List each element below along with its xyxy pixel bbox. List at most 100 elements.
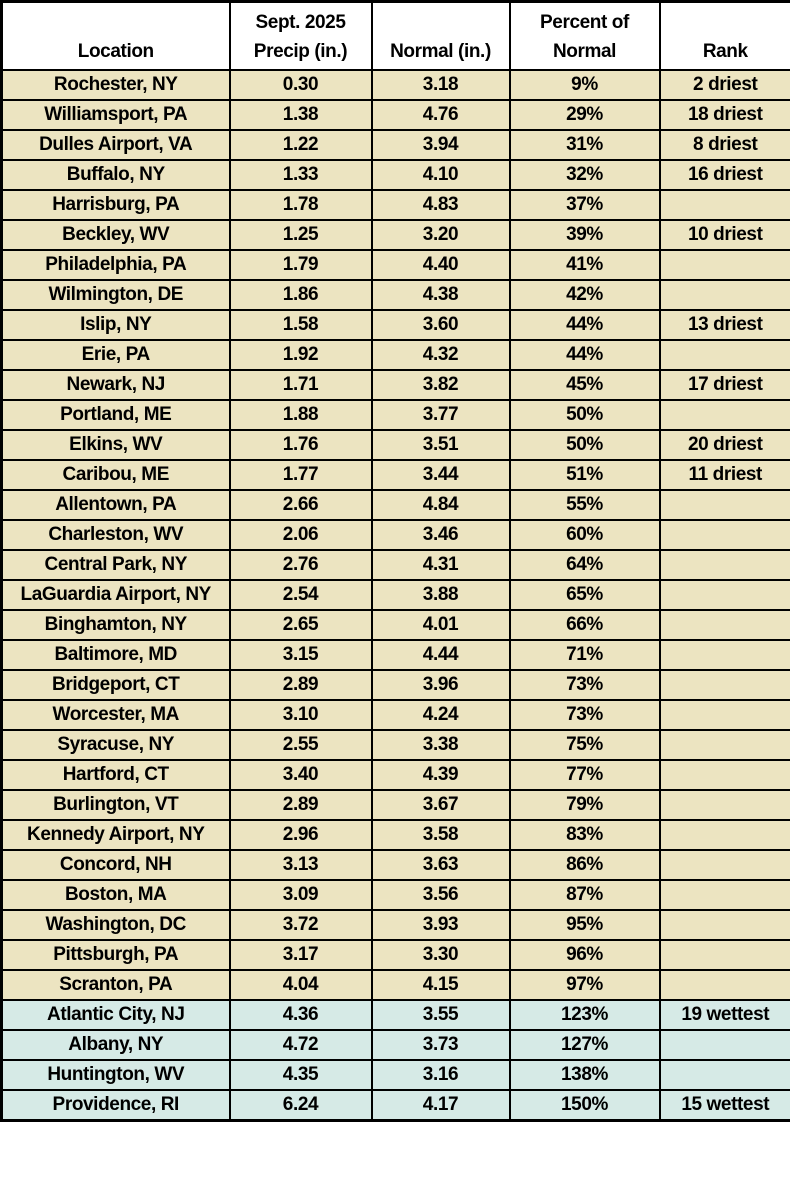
cell-rank: 10 driest: [658, 219, 790, 251]
cell-rank: [658, 639, 790, 671]
cell-location: Central Park, NY: [0, 549, 231, 581]
cell-percent: 87%: [508, 879, 661, 911]
cell-normal: 4.31: [370, 549, 511, 581]
cell-location: Bridgeport, CT: [0, 669, 231, 701]
cell-rank: 16 driest: [658, 159, 790, 191]
column-header-label: Normal (in.): [390, 40, 491, 62]
table-row: Boston, MA 3.09 3.56 87%: [0, 879, 790, 911]
cell-rank: [658, 729, 790, 761]
cell-location: Erie, PA: [0, 339, 231, 371]
cell-rank: [658, 609, 790, 641]
cell-normal: 3.58: [370, 819, 511, 851]
cell-location: Elkins, WV: [0, 429, 231, 461]
cell-normal: 3.63: [370, 849, 511, 881]
cell-percent: 65%: [508, 579, 661, 611]
cell-location: Philadelphia, PA: [0, 249, 231, 281]
cell-location: Concord, NH: [0, 849, 231, 881]
cell-normal: 3.94: [370, 129, 511, 161]
cell-precip: 2.54: [228, 579, 373, 611]
cell-normal: 4.40: [370, 249, 511, 281]
cell-location: Pittsburgh, PA: [0, 939, 231, 971]
table-row: Beckley, WV 1.25 3.20 39% 10 driest: [0, 219, 790, 251]
table-row: Caribou, ME 1.77 3.44 51% 11 driest: [0, 459, 790, 491]
cell-location: Dulles Airport, VA: [0, 129, 231, 161]
cell-rank: [658, 819, 790, 851]
cell-normal: 3.77: [370, 399, 511, 431]
table-row: Harrisburg, PA 1.78 4.83 37%: [0, 189, 790, 221]
cell-percent: 66%: [508, 609, 661, 641]
cell-location: Scranton, PA: [0, 969, 231, 1001]
table-row: Islip, NY 1.58 3.60 44% 13 driest: [0, 309, 790, 341]
cell-location: Huntington, WV: [0, 1059, 231, 1091]
cell-location: Caribou, ME: [0, 459, 231, 491]
cell-percent: 79%: [508, 789, 661, 821]
table-row: Portland, ME 1.88 3.77 50%: [0, 399, 790, 431]
cell-percent: 41%: [508, 249, 661, 281]
cell-rank: [658, 339, 790, 371]
cell-precip: 2.89: [228, 789, 373, 821]
table-row: Newark, NJ 1.71 3.82 45% 17 driest: [0, 369, 790, 401]
cell-location: Boston, MA: [0, 879, 231, 911]
cell-percent: 75%: [508, 729, 661, 761]
cell-precip: 1.79: [228, 249, 373, 281]
cell-rank: [658, 399, 790, 431]
cell-normal: 4.24: [370, 699, 511, 731]
cell-percent: 96%: [508, 939, 661, 971]
table-row: Binghamton, NY 2.65 4.01 66%: [0, 609, 790, 641]
cell-percent: 97%: [508, 969, 661, 1001]
cell-precip: 1.76: [228, 429, 373, 461]
cell-normal: 3.96: [370, 669, 511, 701]
cell-normal: 4.39: [370, 759, 511, 791]
cell-normal: 4.10: [370, 159, 511, 191]
cell-location: Washington, DC: [0, 909, 231, 941]
cell-location: Islip, NY: [0, 309, 231, 341]
cell-rank: [658, 759, 790, 791]
cell-percent: 95%: [508, 909, 661, 941]
column-header-label: Rank: [702, 40, 748, 62]
cell-location: Williamsport, PA: [0, 99, 231, 131]
cell-precip: 2.96: [228, 819, 373, 851]
table-row: Concord, NH 3.13 3.63 86%: [0, 849, 790, 881]
cell-precip: 2.89: [228, 669, 373, 701]
cell-percent: 83%: [508, 819, 661, 851]
cell-normal: 4.84: [370, 489, 511, 521]
table-row: Dulles Airport, VA 1.22 3.94 31% 8 dries…: [0, 129, 790, 161]
column-header-label: Normal: [552, 40, 617, 62]
cell-percent: 60%: [508, 519, 661, 551]
cell-precip: 1.38: [228, 99, 373, 131]
cell-normal: 3.16: [370, 1059, 511, 1091]
cell-normal: 3.73: [370, 1029, 511, 1061]
table-row: Rochester, NY 0.30 3.18 9% 2 driest: [0, 69, 790, 101]
cell-normal: 3.56: [370, 879, 511, 911]
header-row: Location Sept. 2025 Precip (in.) Normal …: [0, 0, 790, 71]
cell-percent: 32%: [508, 159, 661, 191]
cell-percent: 45%: [508, 369, 661, 401]
cell-percent: 55%: [508, 489, 661, 521]
cell-normal: 3.67: [370, 789, 511, 821]
cell-normal: 3.20: [370, 219, 511, 251]
cell-rank: [658, 789, 790, 821]
cell-percent: 73%: [508, 669, 661, 701]
cell-normal: 3.82: [370, 369, 511, 401]
table-row: Atlantic City, NJ 4.36 3.55 123% 19 wett…: [0, 999, 790, 1031]
cell-location: Beckley, WV: [0, 219, 231, 251]
column-header-normal: Normal (in.): [370, 0, 511, 71]
cell-normal: 4.17: [370, 1089, 511, 1122]
table-row: Pittsburgh, PA 3.17 3.30 96%: [0, 939, 790, 971]
cell-percent: 31%: [508, 129, 661, 161]
cell-precip: 1.77: [228, 459, 373, 491]
cell-rank: [658, 489, 790, 521]
cell-precip: 2.06: [228, 519, 373, 551]
cell-location: Worcester, MA: [0, 699, 231, 731]
cell-rank: [658, 699, 790, 731]
table-row: Bridgeport, CT 2.89 3.96 73%: [0, 669, 790, 701]
cell-normal: 3.46: [370, 519, 511, 551]
cell-rank: 13 driest: [658, 309, 790, 341]
cell-normal: 3.18: [370, 69, 511, 101]
table-row: Syracuse, NY 2.55 3.38 75%: [0, 729, 790, 761]
column-header-location: Location: [0, 0, 231, 71]
cell-rank: [658, 969, 790, 1001]
table-row: Elkins, WV 1.76 3.51 50% 20 driest: [0, 429, 790, 461]
cell-location: LaGuardia Airport, NY: [0, 579, 231, 611]
cell-location: Binghamton, NY: [0, 609, 231, 641]
